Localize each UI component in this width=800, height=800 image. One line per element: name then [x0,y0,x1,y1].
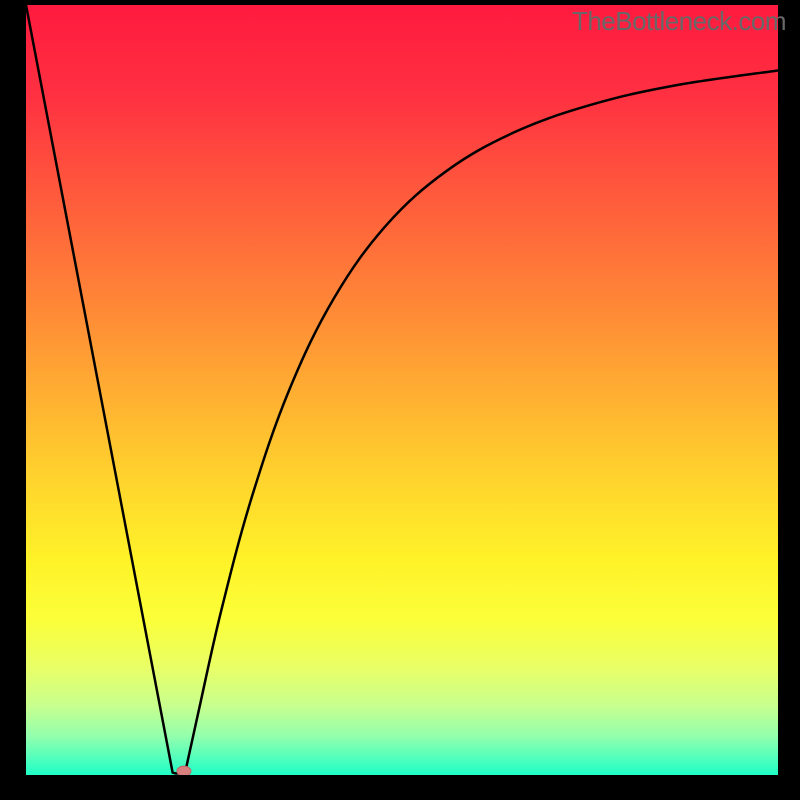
plot-background [26,5,778,775]
optimal-point-marker [177,766,191,776]
bottleneck-chart [0,0,800,800]
chart-container: TheBottleneck.com [0,0,800,800]
watermark-text: TheBottleneck.com [572,6,786,37]
